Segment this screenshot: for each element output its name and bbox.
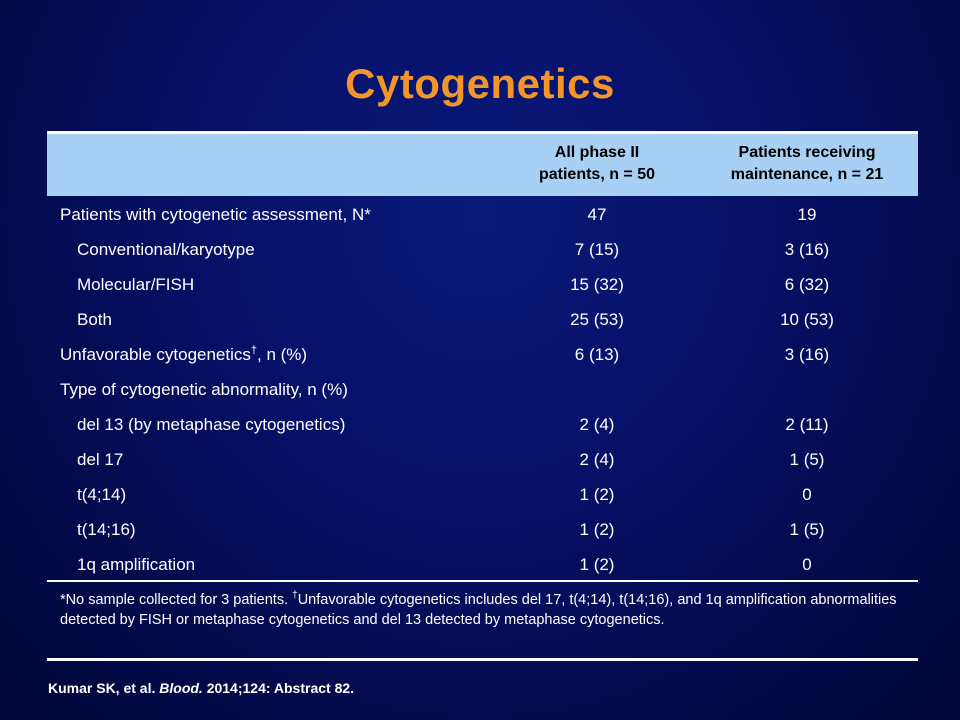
cell-all-phase-ii: 47	[587, 205, 607, 224]
cell-maintenance: 19	[797, 205, 817, 224]
dagger-mark: †	[250, 344, 258, 357]
cell-maintenance: 0	[802, 555, 812, 574]
table-footnote-rule	[47, 580, 918, 582]
cell-all-phase-ii: 1 (2)	[579, 555, 615, 574]
table-row: Molecular/FISH 15 (32) 6 (32)	[47, 267, 918, 302]
table-row: Conventional/karyotype 7 (15) 3 (16)	[47, 232, 918, 267]
row-label: Molecular/FISH	[77, 275, 195, 294]
cell-maintenance: 2 (11)	[785, 415, 829, 434]
dagger-mark: †	[292, 590, 298, 602]
table-row: Type of cytogenetic abnormality, n (%)	[47, 372, 918, 407]
citation: Kumar SK, et al. Blood. 2014;124: Abstra…	[48, 680, 355, 696]
cell-all-phase-ii: 25 (53)	[570, 310, 624, 329]
row-label: 1q amplification	[77, 555, 196, 574]
column-header-maintenance: Patients receiving maintenance, n = 21	[730, 144, 884, 183]
cell-all-phase-ii: 2 (4)	[579, 450, 615, 469]
table-row: t(4;14) 1 (2) 0	[47, 477, 918, 512]
cell-maintenance: 0	[802, 485, 812, 504]
row-label: Unfavorable cytogenetics†, n (%)	[60, 344, 308, 364]
column-header-all-phase-ii: All phase II patients, n = 50	[538, 144, 656, 183]
table-row: Patients with cytogenetic assessment, N*…	[47, 197, 918, 232]
citation-journal: Blood.	[159, 680, 203, 696]
table-row: t(14;16) 1 (2) 1 (5)	[47, 512, 918, 547]
slide-title: Cytogenetics	[345, 60, 615, 107]
table-header-band	[47, 134, 918, 196]
cell-all-phase-ii: 1 (2)	[579, 520, 615, 539]
table-row: del 17 2 (4) 1 (5)	[47, 442, 918, 477]
cell-all-phase-ii: 1 (2)	[579, 485, 615, 504]
row-label: Both	[77, 310, 112, 329]
cell-all-phase-ii: 6 (13)	[574, 345, 620, 364]
row-label: Patients with cytogenetic assessment, N*	[60, 205, 371, 224]
table-row: Unfavorable cytogenetics†, n (%) 6 (13) …	[47, 337, 918, 372]
cell-all-phase-ii: 2 (4)	[579, 415, 615, 434]
table-bottom-rule	[47, 658, 918, 661]
cell-maintenance: 1 (5)	[789, 450, 825, 469]
row-label: del 17	[77, 450, 124, 469]
table-row: 1q amplification 1 (2) 0	[47, 547, 918, 582]
cell-maintenance: 3 (16)	[784, 345, 830, 364]
table-row: Both 25 (53) 10 (53)	[47, 302, 918, 337]
cell-maintenance: 6 (32)	[784, 275, 830, 294]
row-label: del 13 (by metaphase cytogenetics)	[77, 415, 346, 434]
row-label: Conventional/karyotype	[77, 240, 255, 259]
row-label: t(4;14)	[77, 485, 127, 504]
table-top-rule	[47, 131, 918, 134]
cell-all-phase-ii: 7 (15)	[574, 240, 620, 259]
cell-maintenance: 1 (5)	[789, 520, 825, 539]
row-label: t(14;16)	[77, 520, 136, 539]
table-footnote: *No sample collected for 3 patients. †Un…	[60, 590, 897, 628]
cell-all-phase-ii: 15 (32)	[570, 275, 624, 294]
cell-maintenance: 10 (53)	[780, 310, 834, 329]
table-row: del 13 (by metaphase cytogenetics) 2 (4)…	[47, 407, 918, 442]
row-label: Type of cytogenetic abnormality, n (%)	[60, 380, 348, 399]
cell-maintenance: 3 (16)	[784, 240, 830, 259]
